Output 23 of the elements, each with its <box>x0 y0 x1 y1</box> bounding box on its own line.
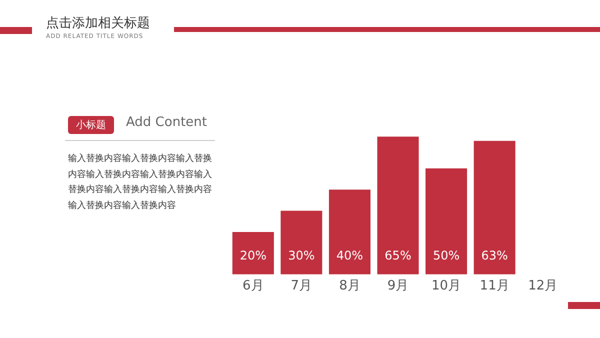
data-label: 40% <box>336 248 364 263</box>
bar <box>377 136 419 274</box>
text: Add Content <box>126 115 208 130</box>
bar <box>426 168 468 274</box>
bar <box>328 190 370 274</box>
data-label: 65% <box>384 248 412 263</box>
data-label: 63% <box>481 248 508 263</box>
x-tick-label: 6月 <box>242 278 264 294</box>
x-tick-label: 12月 <box>528 278 558 294</box>
text: 点击添加相关标题 <box>46 15 150 32</box>
x-tick-label: 7月 <box>290 278 312 294</box>
bar <box>232 232 274 274</box>
x-tick-label: 10月 <box>432 278 462 294</box>
text: 小标题 <box>68 116 114 134</box>
x-tick-label: 8月 <box>339 278 360 294</box>
data-label: 20% <box>240 248 266 263</box>
x-tick-label: 11月 <box>480 278 510 294</box>
x-tick-label: 9月 <box>387 278 409 294</box>
bar <box>474 140 516 274</box>
data-label: 50% <box>432 248 460 263</box>
bar <box>280 210 322 274</box>
text: 输入替换内容输入替换内容输入替换内容输入替换内容输入替换内容输入替换内容输入替换内容输入替换内容输入替换内容输入替换内容 <box>68 152 213 212</box>
data-label: 30% <box>288 248 315 263</box>
